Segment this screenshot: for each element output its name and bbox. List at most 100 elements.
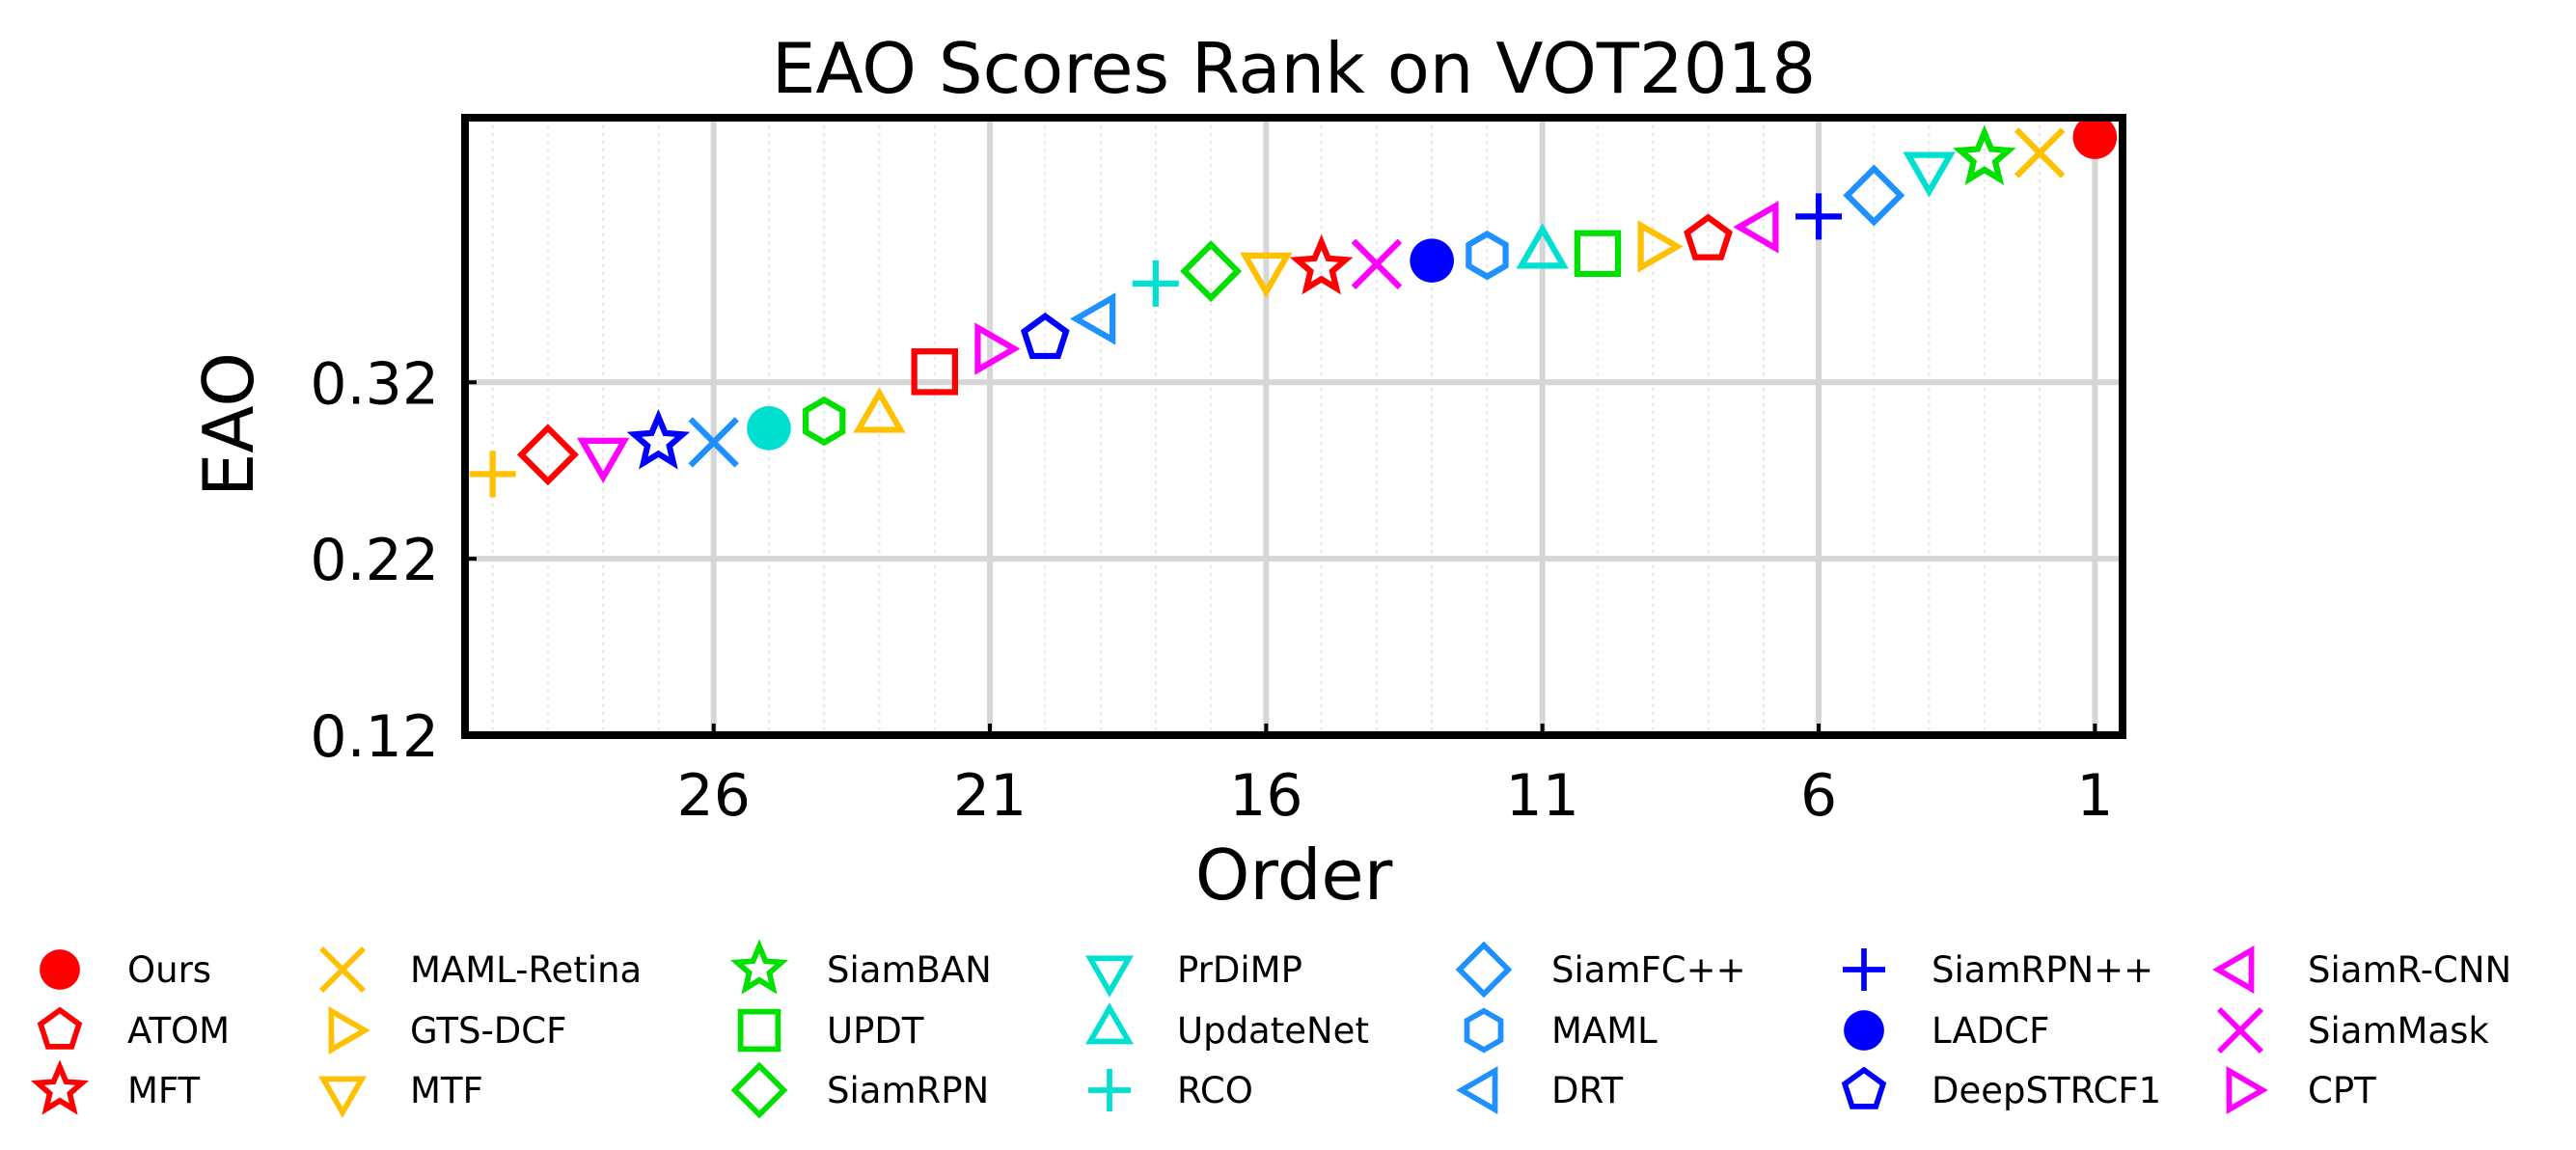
legend-marker-siamr-cnn <box>2212 945 2255 994</box>
legend-item-siamrpn: SiamRPN <box>730 1061 989 1119</box>
y-tick-label: 0.32 <box>310 350 439 418</box>
x-tick-label: 16 <box>1229 762 1302 830</box>
legend: Ours ATOM MFT MAML-Retina GTS-DCF MTF SiamBAN U… <box>30 939 2511 1119</box>
legend-label: DeepSTRCF1 <box>1932 1070 2161 1111</box>
data-point-ours <box>2072 115 2118 159</box>
legend-item-atom: ATOM <box>37 1006 230 1052</box>
data-point-mft <box>1289 233 1354 295</box>
data-point-mtf <box>1240 252 1293 298</box>
legend-label: SiamFC++ <box>1551 949 1746 991</box>
data-point-deepstrcf1 <box>1020 312 1070 360</box>
axes-frame <box>461 114 2126 739</box>
legend-item-mtf: MTF <box>318 1070 483 1118</box>
legend-marker-cpt <box>2226 1066 2268 1114</box>
legend-item-siamfc-: SiamFC++ <box>1455 941 1746 999</box>
legend-marker-maml-retina <box>318 945 367 994</box>
legend-item-prdimp: PrDiMP <box>1085 949 1302 998</box>
legend-marker-siamrpn <box>730 1061 788 1119</box>
legend-label: LADCF <box>1932 1010 2049 1052</box>
data-point-order-24 <box>803 396 846 447</box>
chart-title: EAO Scores Rank on VOT2018 <box>772 28 1816 109</box>
legend-item-siamr-cnn: SiamR-CNN <box>2212 945 2511 994</box>
legend-item-maml: MAML <box>1464 1007 1658 1054</box>
legend-marker-rco <box>1088 1069 1131 1111</box>
legend-marker-siamrpn- <box>1843 948 1885 991</box>
legend-marker-siammask <box>2216 1006 2264 1054</box>
legend-marker-mtf <box>318 1076 367 1118</box>
axis-ticks: 26 21 16 11 6 1 0.12 0.22 0.32 <box>310 350 2113 830</box>
data-point-atom <box>1684 213 1733 260</box>
x-tick-label: 11 <box>1506 762 1579 830</box>
legend-item-mft: MFT <box>30 1059 201 1115</box>
data-point-updatenet <box>1516 223 1569 269</box>
data-point-order-23 <box>853 387 906 433</box>
legend-marker-gts-dcf <box>328 1006 370 1054</box>
legend-item-ladcf: LADCF <box>1844 1010 2049 1052</box>
legend-label: MFT <box>127 1070 201 1111</box>
legend-marker-updt <box>737 1008 781 1053</box>
legend-label: MAML-Retina <box>410 949 642 991</box>
legend-marker-mft <box>30 1059 90 1115</box>
legend-label: PrDiMP <box>1177 949 1302 991</box>
data-point-siamrpn <box>1180 240 1243 303</box>
x-tick-label: 1 <box>2076 762 2113 830</box>
legend-item-updt: UPDT <box>737 1008 924 1053</box>
x-tick-label: 26 <box>677 762 751 830</box>
legend-label: Ours <box>127 949 211 991</box>
legend-label: GTS-DCF <box>410 1010 566 1052</box>
legend-item-siamban: SiamBAN <box>729 939 992 995</box>
legend-marker-prdimp <box>1085 955 1134 998</box>
legend-label: RCO <box>1177 1070 1253 1111</box>
legend-marker-ladcf <box>1844 1010 1884 1051</box>
y-axis-label: EAO <box>188 352 269 497</box>
legend-marker-maml <box>1464 1007 1504 1054</box>
data-point-cpt <box>974 322 1021 375</box>
legend-label: ATOM <box>127 1010 230 1052</box>
x-tick-label: 6 <box>1800 762 1837 830</box>
legend-label: SiamMask <box>2308 1010 2489 1052</box>
grid <box>465 118 2123 738</box>
legend-marker-siamfc- <box>1455 941 1513 999</box>
data-point-order-27 <box>626 408 691 470</box>
legend-label: SiamBAN <box>827 949 992 991</box>
legend-label: UPDT <box>827 1010 924 1052</box>
legend-item-updatenet: UpdateNet <box>1085 1002 1369 1052</box>
legend-item-cpt: CPT <box>2226 1066 2376 1114</box>
legend-marker-deepstrcf1 <box>1841 1066 1887 1109</box>
data-point-prdimp <box>1903 151 1956 198</box>
legend-label: SiamR-CNN <box>2308 949 2511 991</box>
data-point-ladcf <box>1410 238 1454 283</box>
legend-item-siammask: SiamMask <box>2216 1006 2489 1054</box>
data-point-siammask <box>1351 238 1403 289</box>
data-point-siamban <box>1953 124 2016 186</box>
data-point-siamr-cnn <box>1733 201 1779 254</box>
legend-item-maml-retina: MAML-Retina <box>318 945 642 994</box>
legend-marker-drt <box>1456 1066 1498 1114</box>
legend-label: SiamRPN <box>827 1070 989 1111</box>
legend-label: SiamRPN++ <box>1932 949 2153 991</box>
data-point-rco <box>1132 260 1179 307</box>
legend-label: CPT <box>2308 1070 2376 1111</box>
data-point-siamfc- <box>1843 164 1905 227</box>
data-point-maml-retina <box>2014 127 2066 178</box>
legend-marker-updatenet <box>1085 1002 1134 1045</box>
x-tick-label: 21 <box>953 762 1027 830</box>
data-point-order-26 <box>688 417 739 468</box>
data-point-order-29 <box>516 424 579 486</box>
data-points <box>469 115 2118 498</box>
legend-marker-atom <box>37 1006 83 1050</box>
legend-item-rco: RCO <box>1088 1069 1253 1111</box>
legend-label: MAML <box>1551 1010 1658 1052</box>
legend-item-siamrpn-: SiamRPN++ <box>1843 948 2153 991</box>
data-point-order-25 <box>747 406 791 451</box>
legend-item-gts-dcf: GTS-DCF <box>328 1006 566 1054</box>
legend-item-ours: Ours <box>40 949 211 991</box>
legend-marker-ours <box>40 949 80 990</box>
data-point-updt <box>1574 230 1622 278</box>
legend-item-drt: DRT <box>1456 1066 1624 1114</box>
data-point-drt <box>1070 292 1116 345</box>
data-point-order-22 <box>911 348 959 396</box>
data-point-order-30 <box>469 451 516 498</box>
legend-item-deepstrcf1: DeepSTRCF1 <box>1841 1066 2161 1111</box>
